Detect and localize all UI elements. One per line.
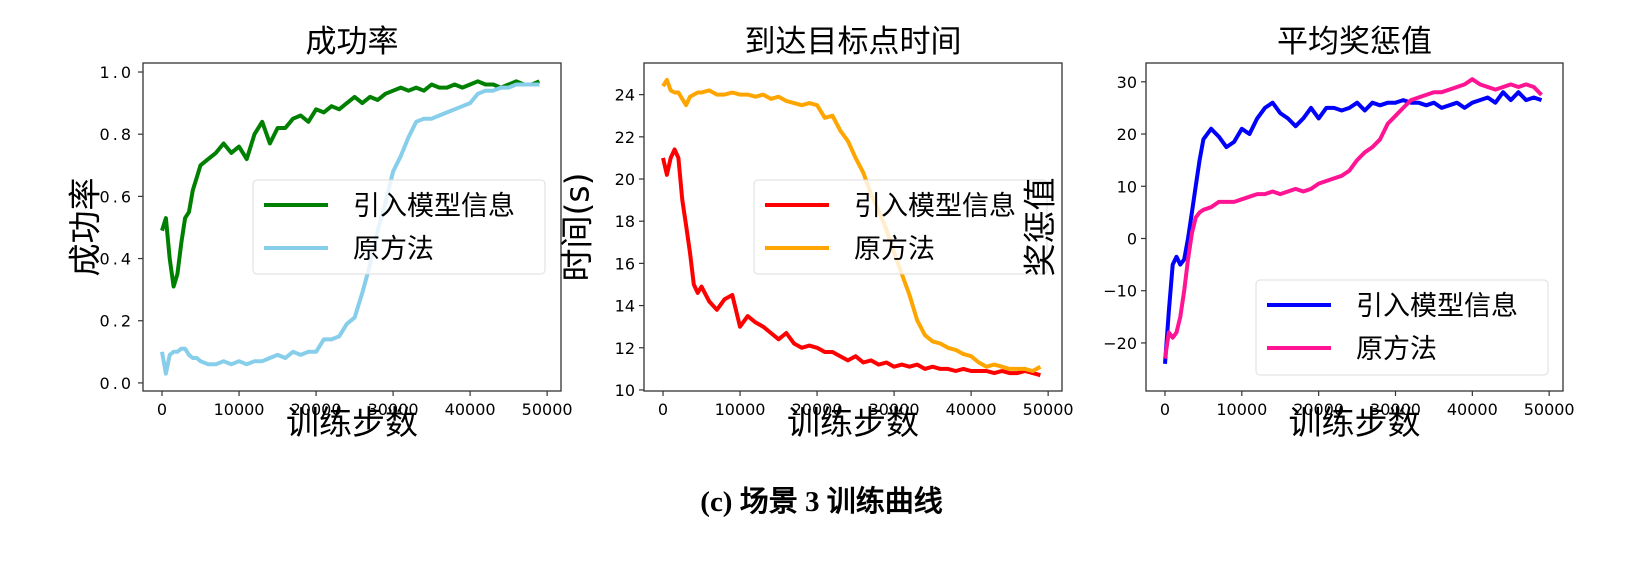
series-line-2 — [661, 77, 1042, 373]
subplot-2: 0 10000 20000 30000 40000 50000 10 12 14 16 18 20 22… — [558, 24, 1074, 442]
axes-frame — [142, 62, 562, 392]
x-tick-label: 40000 — [946, 400, 997, 419]
y-tick-label: 0.6 — [100, 187, 134, 206]
x-axis-label: 训练步数 — [787, 403, 919, 442]
y-tick-label: 10 — [1117, 177, 1137, 196]
y-tick-label: 16 — [615, 254, 635, 273]
x-axis-label: 训练步数 — [286, 403, 418, 442]
x-tick-label: 40000 — [1447, 400, 1498, 419]
y-tick-label: 0.8 — [100, 125, 134, 144]
chart-title: 平均奖惩值 — [1277, 24, 1432, 60]
chart-title: 到达目标点时间 — [745, 24, 962, 60]
axes-frame — [1145, 62, 1564, 392]
legend-label-1: 引入模型信息 — [353, 191, 515, 222]
x-tick-label: 30000 — [368, 400, 419, 419]
series-line-1 — [160, 79, 541, 289]
y-tick-label: −10 — [1103, 282, 1137, 301]
x-tick-label: 0 — [1160, 400, 1170, 419]
legend-label-2: 原方法 — [353, 234, 434, 265]
series-line-1 — [661, 147, 1041, 378]
x-tick-label: 20000 — [291, 400, 342, 419]
x-tick-label: 0 — [658, 400, 668, 419]
y-axis-label: 时间(s) — [558, 173, 597, 282]
figure-caption: (c) 场景 3 训练曲线 — [700, 486, 943, 518]
y-tick-label: 10 — [615, 381, 635, 400]
x-tick-label: 30000 — [869, 400, 920, 419]
y-tick-label: 20 — [615, 170, 635, 189]
y-tick-label: 1.0 — [100, 63, 134, 82]
y-tick-label: 0.4 — [100, 250, 134, 269]
series-line-2 — [1163, 77, 1543, 359]
y-axis-label: 奖惩值 — [1021, 178, 1060, 277]
chart-title: 成功率 — [306, 24, 399, 60]
y-tick-label: 0.0 — [100, 374, 134, 393]
legend-label-1: 引入模型信息 — [854, 191, 1016, 222]
y-tick-label: 14 — [615, 297, 635, 316]
y-tick-label: 20 — [1117, 125, 1137, 144]
x-tick-label: 40000 — [445, 400, 496, 419]
x-tick-label: 0 — [157, 400, 167, 419]
series-line-1 — [1163, 90, 1543, 364]
x-tick-label: 20000 — [792, 400, 843, 419]
y-tick-label: 12 — [615, 339, 635, 358]
subplot-1: 0 10000 20000 30000 40000 50000 0.0 0.2 0.4 0.6 0.… — [66, 24, 573, 442]
x-tick-label: 10000 — [214, 400, 265, 419]
x-tick-label: 50000 — [1023, 400, 1074, 419]
series-line-2 — [160, 82, 540, 376]
axes-frame — [643, 62, 1063, 392]
legend-label-2: 原方法 — [854, 234, 935, 265]
x-tick-label: 50000 — [1524, 400, 1575, 419]
y-tick-label: 24 — [615, 86, 635, 105]
x-tick-label: 50000 — [522, 400, 573, 419]
y-tick-label: 0 — [1127, 229, 1137, 248]
y-tick-label: 18 — [615, 212, 635, 231]
subplot-3: 0 10000 20000 30000 40000 50000 −20 −10 0 10 20 30 平… — [1021, 24, 1575, 442]
x-tick-label: 10000 — [1216, 400, 1267, 419]
legend-label-1: 引入模型信息 — [1356, 291, 1518, 322]
x-tick-label: 10000 — [715, 400, 766, 419]
y-tick-label: 22 — [615, 128, 635, 147]
y-tick-label: −20 — [1103, 334, 1137, 353]
y-tick-label: 0.2 — [100, 312, 134, 331]
x-tick-label: 20000 — [1293, 400, 1344, 419]
x-axis-label: 训练步数 — [1289, 403, 1421, 442]
y-tick-label: 30 — [1117, 73, 1137, 92]
x-tick-label: 30000 — [1370, 400, 1421, 419]
y-axis-label: 成功率 — [66, 178, 105, 277]
legend-label-2: 原方法 — [1356, 334, 1437, 365]
